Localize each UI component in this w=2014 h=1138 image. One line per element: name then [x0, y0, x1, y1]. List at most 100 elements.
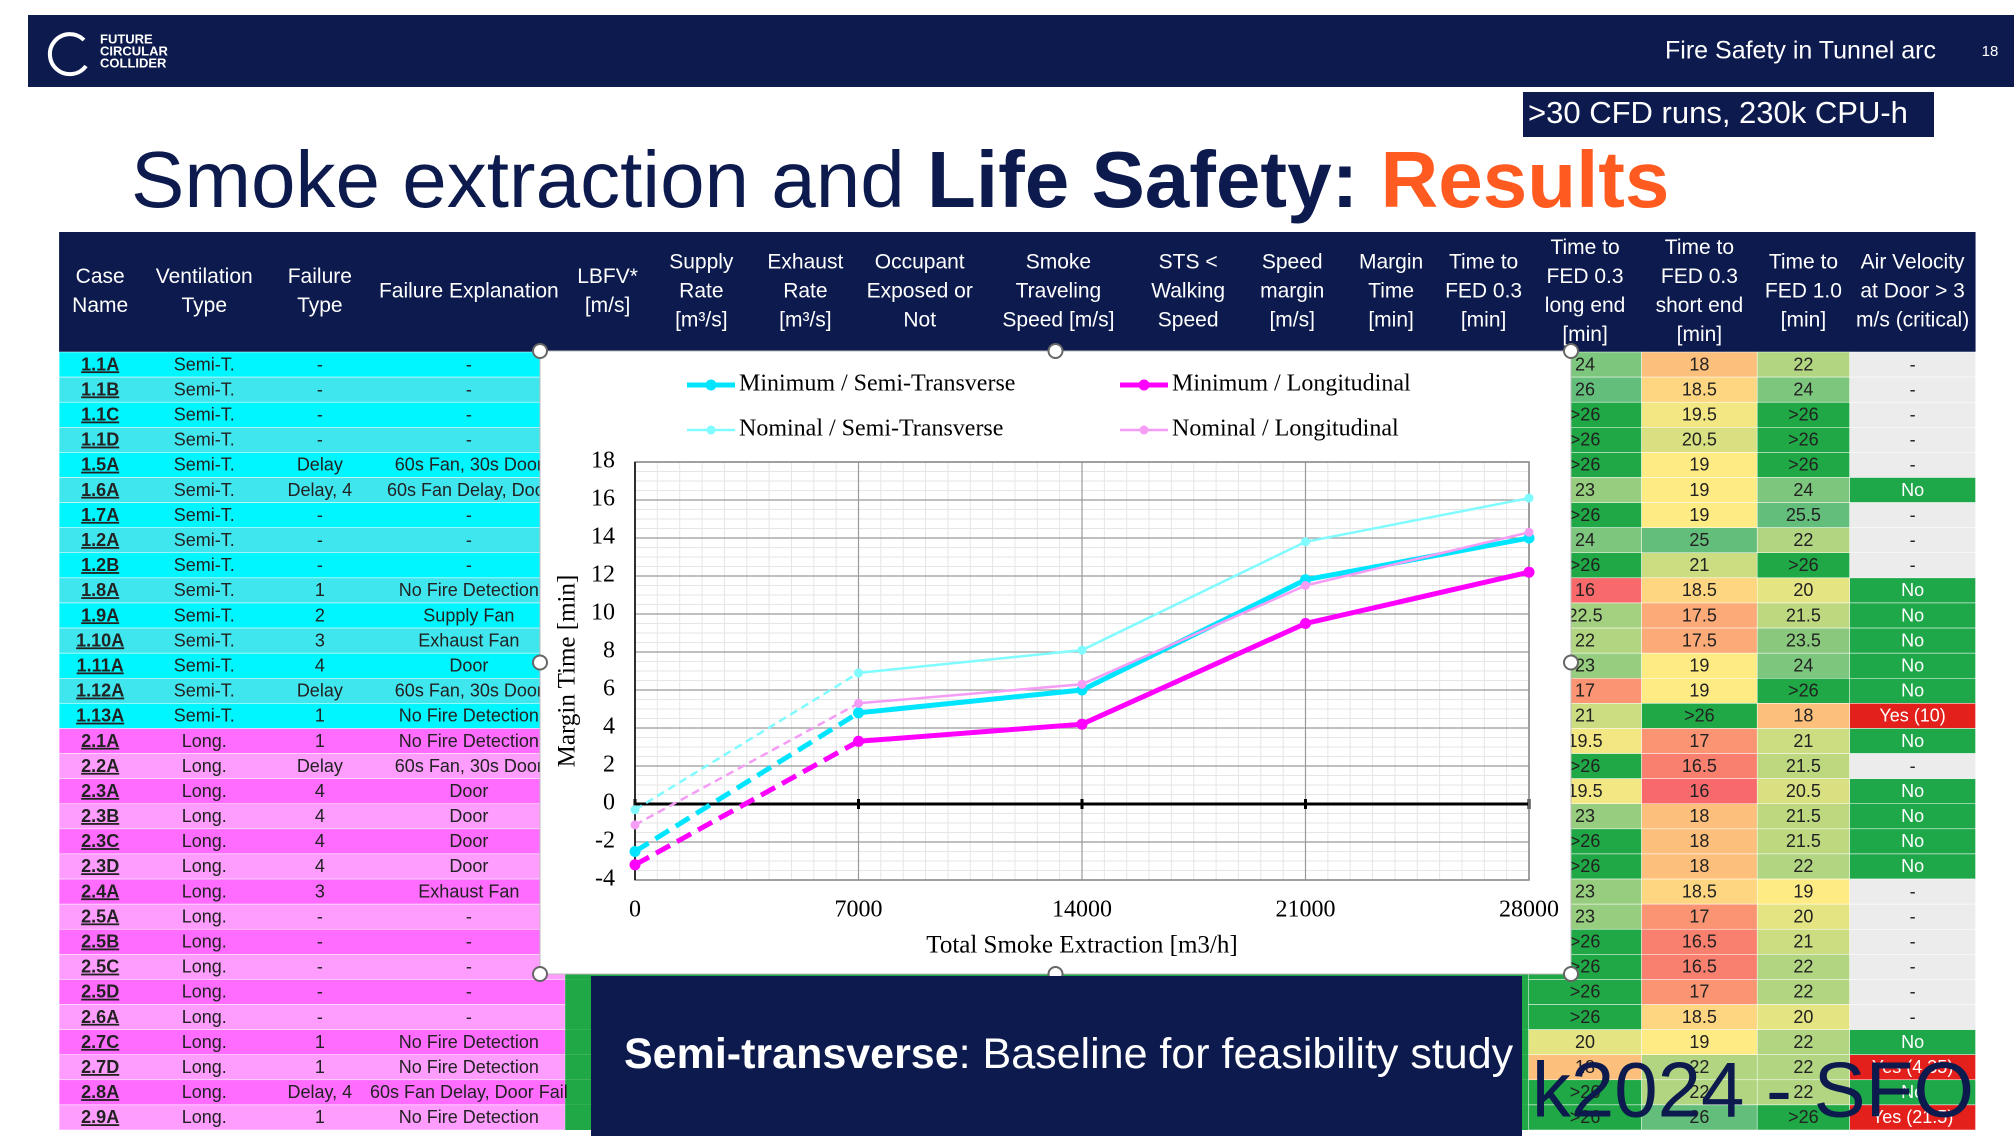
table-cell: -	[466, 404, 472, 424]
table-cell: >26	[1788, 681, 1819, 701]
table-cell: Yes (10)	[1879, 706, 1945, 726]
table-cell: -	[317, 906, 323, 926]
column-header: Time	[1368, 280, 1414, 303]
table-cell: Semi-T.	[174, 605, 235, 625]
heat-cell	[1849, 602, 1976, 629]
heat-cell	[1641, 1054, 1758, 1081]
legend-swatch-marker	[1139, 425, 1149, 435]
y-tick-label: 8	[603, 638, 615, 664]
y-tick-label: 0	[603, 790, 615, 816]
case-name: 2.4A	[81, 881, 119, 901]
case-name: 1.8A	[81, 580, 119, 600]
heat-cell	[1756, 1104, 1850, 1131]
series-line	[634, 671, 860, 811]
table-cell: 23	[1575, 881, 1595, 901]
heat-cell	[1849, 1004, 1976, 1030]
heat-cell	[1756, 1029, 1850, 1055]
table-cell: Exhaust Fan	[418, 881, 519, 901]
row-bg-left	[58, 452, 566, 478]
table-cell: Semi-T.	[174, 404, 235, 424]
column-header: LBFV*	[577, 265, 638, 288]
table-cell: Long.	[182, 906, 227, 926]
table-cell: >26	[1788, 555, 1819, 575]
table-cell: -	[1910, 756, 1916, 776]
table-cell: 17	[1575, 681, 1595, 701]
row-bg-left	[58, 954, 566, 980]
y-tick-label: 10	[591, 600, 615, 626]
table-cell: 20.5	[1786, 781, 1821, 801]
table-cell: -	[466, 1007, 472, 1027]
table-cell: -	[1910, 354, 1916, 374]
table-cell: 19.5	[1682, 404, 1717, 424]
case-name: 1.9A	[81, 605, 119, 625]
table-cell: 60s Fan, 30s Door	[395, 681, 543, 701]
row-bg-left	[58, 552, 566, 579]
column-header: FED 1.0	[1765, 280, 1842, 303]
table-cell: 20.5	[1682, 430, 1717, 450]
table-cell: 1	[315, 706, 325, 726]
table-cell: Semi-T.	[174, 379, 235, 399]
case-name: 1.5A	[81, 455, 119, 475]
table-cell: 1	[315, 731, 325, 751]
heat-cell	[1641, 401, 1758, 428]
table-cell: 22	[1793, 982, 1813, 1002]
table-cell: 16.5	[1682, 932, 1717, 952]
heat-cell	[1641, 803, 1758, 830]
table-cell: Long.	[182, 1082, 227, 1102]
case-name: 1.10A	[76, 630, 124, 650]
table-cell: 23	[1575, 655, 1595, 675]
table-cell: 17.5	[1682, 605, 1717, 625]
x-axis-label: Total Smoke Extraction [m3/h]	[926, 932, 1237, 959]
legend-label: Nominal / Semi-Transverse	[739, 416, 1003, 442]
column-header: Exposed or	[867, 280, 973, 303]
case-name: 2.3A	[81, 781, 119, 801]
heat-cell	[1641, 979, 1758, 1005]
table-cell: 21.5	[1786, 831, 1821, 851]
heat-cell	[1756, 903, 1850, 930]
case-name: 2.1A	[81, 731, 119, 751]
series-marker	[1077, 645, 1087, 655]
table-cell: Semi-T.	[174, 505, 235, 525]
heat-cell	[1528, 1079, 1642, 1106]
table-cell: 25.5	[1786, 505, 1821, 525]
heat-cell	[1756, 502, 1850, 528]
table-cell: 22	[1793, 530, 1813, 550]
legend-label: Nominal / Longitudinal	[1172, 416, 1399, 442]
x-tick-label: 7000	[835, 897, 883, 923]
table-cell: -	[317, 1007, 323, 1027]
heat-cell	[1756, 552, 1850, 579]
table-cell: -	[1910, 455, 1916, 475]
heat-cell	[1849, 1054, 1976, 1081]
row-bg-left	[58, 502, 566, 528]
table-cell: -	[317, 430, 323, 450]
heat-cell	[1641, 652, 1758, 679]
case-name: 2.2A	[81, 756, 119, 776]
legend-label: Minimum / Longitudinal	[1172, 371, 1411, 397]
y-tick-label: 14	[591, 524, 615, 550]
table-cell: >26	[1570, 831, 1601, 851]
table-cell: No	[1901, 831, 1924, 851]
row-bg-left	[58, 652, 566, 679]
heat-cell	[1641, 728, 1758, 754]
table-cell: No	[1901, 1032, 1924, 1052]
table-cell: Long.	[182, 831, 227, 851]
table-cell: No Fire Detection	[399, 1057, 539, 1077]
series-line	[633, 739, 860, 867]
row-bg-left	[58, 678, 566, 704]
legend-swatch-marker	[1138, 379, 1150, 391]
table-cell: 18	[1575, 1057, 1595, 1077]
series-line	[634, 702, 860, 826]
table-cell: 17	[1689, 982, 1709, 1002]
series-marker	[630, 805, 640, 815]
row-bg-left	[58, 351, 566, 378]
table-cell: 21.5	[1786, 605, 1821, 625]
table-cell: No	[1901, 781, 1924, 801]
table-cell: Long.	[182, 982, 227, 1002]
table-cell: 20	[1793, 906, 1813, 926]
table-cell: Door	[449, 831, 488, 851]
table-cell: Semi-T.	[174, 580, 235, 600]
table-cell: 23.5	[1786, 630, 1821, 650]
table-cell: Long.	[182, 1032, 227, 1052]
row-bg-left	[58, 979, 566, 1005]
table-cell: -	[466, 932, 472, 952]
